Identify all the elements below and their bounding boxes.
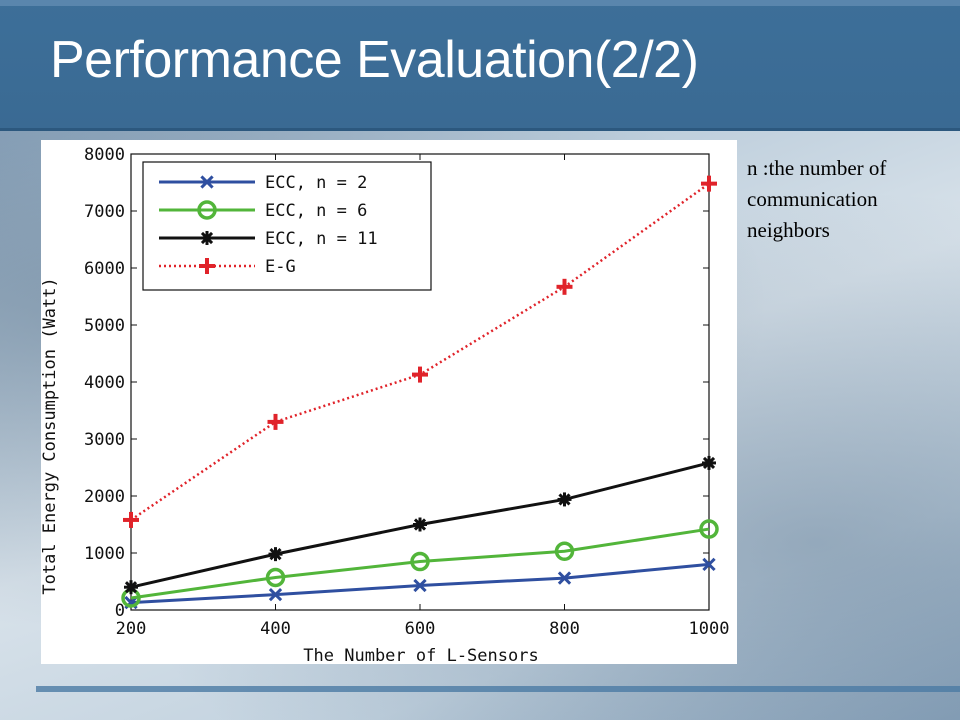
legend-label: ECC, n = 6	[265, 201, 367, 221]
data-point-4	[123, 511, 139, 528]
footer-bar	[36, 686, 960, 692]
legend-marker	[200, 231, 214, 245]
energy-consumption-chart: 200 400 600 800 1000 0 1000 2000 3000 4000 5000 600…	[40, 145, 729, 666]
legend-label: E-G	[265, 257, 296, 277]
data-point-1	[268, 587, 283, 602]
data-point-3	[268, 547, 283, 562]
y-tick-label: 6000	[84, 259, 125, 279]
slide-title: Performance Evaluation(2/2)	[50, 31, 699, 89]
x-tick-label: 600	[405, 619, 436, 639]
y-tick-label: 7000	[84, 202, 125, 222]
series-line-2	[130, 527, 710, 600]
data-point-2	[265, 567, 286, 588]
data-point-2	[554, 541, 575, 562]
data-point-3	[702, 455, 716, 470]
y-tick-label: 3000	[84, 430, 125, 450]
header-stripe	[0, 0, 960, 6]
data-point-4	[556, 278, 573, 295]
y-tick-label: 0	[115, 601, 125, 621]
axes: 200 400 600 800 1000 0 1000 2000 3000 4000 5000 600…	[84, 145, 729, 639]
data-point-3	[557, 492, 572, 507]
y-tick-label: 4000	[84, 373, 125, 393]
legend-label: ECC, n = 2	[265, 173, 367, 193]
x-tick-label: 800	[549, 619, 580, 639]
legend-marker	[200, 175, 214, 189]
y-tick-label: 8000	[84, 145, 125, 165]
legend-label: ECC, n = 11	[265, 229, 378, 249]
slide-header: Performance Evaluation(2/2)	[0, 0, 960, 131]
data-point-3	[413, 517, 427, 532]
legend-marker	[197, 200, 217, 220]
data-point-4	[412, 366, 428, 383]
y-tick-label: 1000	[84, 544, 125, 564]
x-axis-label: The Number of L-Sensors	[303, 646, 538, 664]
x-tick-label: 400	[260, 619, 291, 639]
annotation-note: n :the number of communication neighbors	[747, 156, 887, 242]
data-point-4	[267, 413, 284, 430]
x-tick-label: 200	[116, 619, 147, 639]
legend: ECC, n = 2 ECC, n = 6 ECC, n = 11 E-G	[142, 161, 432, 291]
data-point-2	[410, 551, 430, 572]
data-point-2	[699, 519, 719, 539]
y-tick-label: 2000	[84, 487, 125, 507]
data-point-1	[702, 557, 716, 572]
data-point-3	[124, 580, 138, 595]
legend-marker	[199, 258, 215, 274]
data-point-4	[701, 175, 717, 192]
series-lines	[121, 175, 719, 610]
data-point-1	[557, 571, 572, 585]
y-axis-label: Total Energy Consumption (Watt)	[41, 277, 60, 594]
x-tick-label: 1000	[689, 619, 730, 639]
y-tick-label: 5000	[84, 316, 125, 336]
data-point-1	[413, 578, 427, 593]
chart-panel: 200 400 600 800 1000 0 1000 2000 3000 4000 5000 600…	[40, 140, 737, 666]
